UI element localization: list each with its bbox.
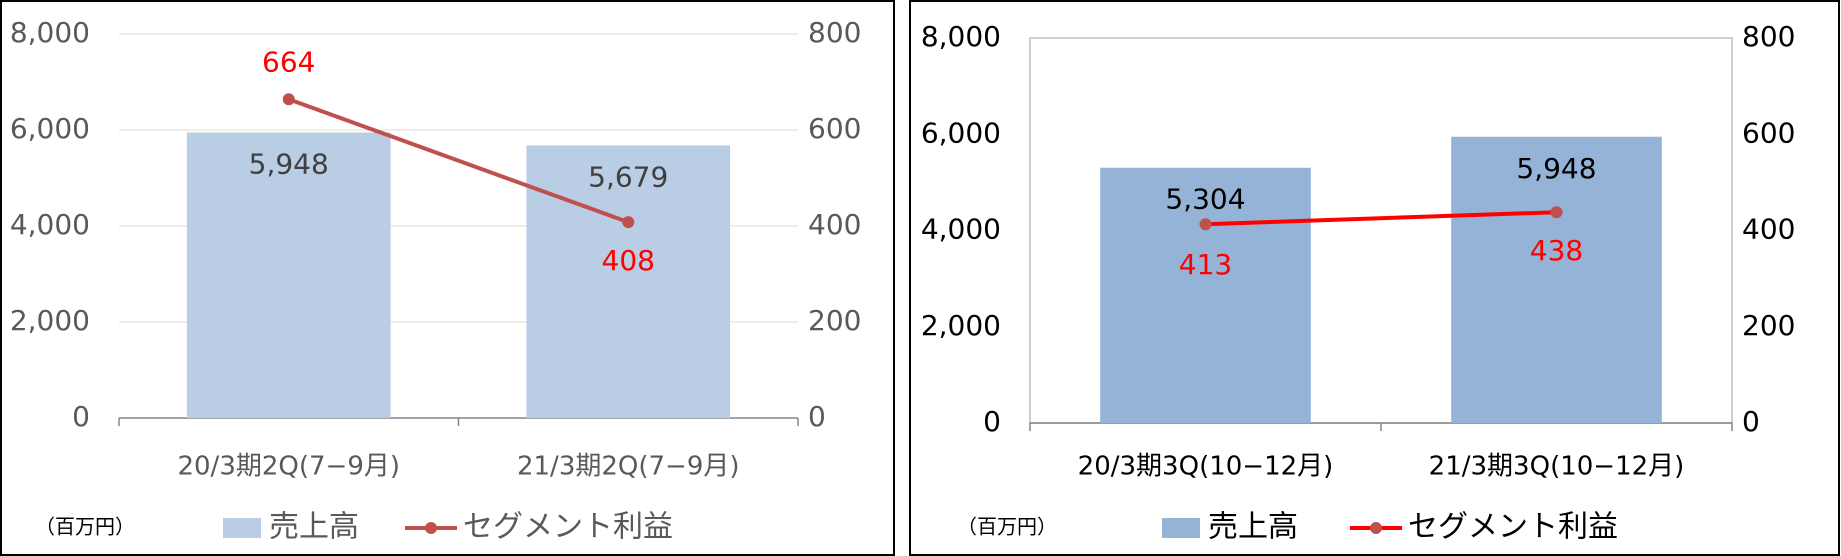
y-tick-label: 6,000 <box>921 116 1001 149</box>
bar <box>1100 167 1311 423</box>
y-tick-label: 8,000 <box>10 16 90 49</box>
legend-label: セグメント利益 <box>463 510 673 545</box>
y2-tick-label: 600 <box>1742 116 1795 149</box>
line-marker <box>282 93 295 106</box>
bar-value-label: 5,948 <box>1516 152 1596 185</box>
y-tick-label: 4,000 <box>10 208 90 241</box>
y2-tick-label: 400 <box>1742 213 1795 246</box>
panel-border <box>909 0 1840 556</box>
y-tick-label: 2,000 <box>921 309 1001 342</box>
line-value-label: 408 <box>602 244 655 277</box>
y2-tick-label: 0 <box>1742 405 1760 438</box>
line-value-label: 664 <box>262 45 315 78</box>
y2-tick-label: 400 <box>808 208 861 241</box>
line-value-label: 438 <box>1530 234 1583 267</box>
line-marker <box>1550 206 1563 219</box>
y-tick-label: 0 <box>72 400 90 433</box>
y2-tick-label: 600 <box>808 112 861 145</box>
y2-tick-label: 0 <box>808 400 826 433</box>
chart: 0 2,000 4,000 6,000 8,000 0 200 400 600 800 20/3期2… <box>10 16 862 545</box>
y2-tick-label: 800 <box>808 16 861 49</box>
unit-label: （百万円） <box>957 515 1057 539</box>
line-marker <box>622 216 635 229</box>
bar <box>186 132 391 418</box>
x-tick-label: 20/3期2Q(7−9月) <box>177 452 400 482</box>
legend-marker <box>1370 522 1382 534</box>
legend-swatch <box>223 518 261 538</box>
x-tick-label: 21/3期2Q(7−9月) <box>517 452 740 482</box>
bar <box>1451 136 1662 423</box>
y2-tick-label: 800 <box>1742 20 1795 53</box>
y2-tick-label: 200 <box>1742 309 1795 342</box>
line-value-label: 413 <box>1179 248 1232 281</box>
y2-tick-label: 200 <box>808 304 861 337</box>
line <box>1205 210 1557 227</box>
y-tick-label: 2,000 <box>10 304 90 337</box>
y-tick-label: 8,000 <box>921 20 1001 53</box>
bar-value-label: 5,948 <box>249 147 329 180</box>
bar <box>526 145 731 418</box>
line <box>288 97 629 225</box>
unit-label: （百万円） <box>35 515 135 539</box>
legend-swatch <box>1162 518 1200 538</box>
panel-border <box>0 0 895 556</box>
y-tick-label: 0 <box>983 405 1001 438</box>
legend-label: 売上高 <box>1208 510 1298 545</box>
y-tick-label: 4,000 <box>921 213 1001 246</box>
bar-value-label: 5,679 <box>588 160 668 193</box>
legend-marker <box>425 522 437 534</box>
chart: 0 2,000 4,000 6,000 8,000 0 200 400 600 800 20/3期3… <box>921 20 1796 545</box>
y-tick-label: 6,000 <box>10 112 90 145</box>
line-marker <box>1199 218 1212 231</box>
x-tick-label: 21/3期3Q(10−12月) <box>1429 452 1685 482</box>
bar-value-label: 5,304 <box>1165 183 1245 216</box>
x-tick-label: 20/3期3Q(10−12月) <box>1078 452 1334 482</box>
legend-label: 売上高 <box>269 510 359 545</box>
legend-label: セグメント利益 <box>1408 510 1618 545</box>
